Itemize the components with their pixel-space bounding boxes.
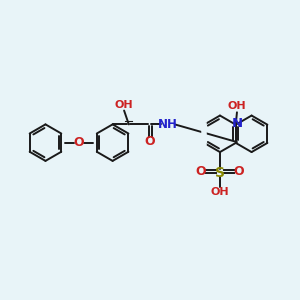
Text: O: O: [144, 135, 155, 148]
Text: OH: OH: [211, 188, 229, 197]
Text: N: N: [232, 117, 243, 130]
Text: O: O: [196, 165, 206, 178]
Text: NH: NH: [158, 118, 178, 131]
Text: S: S: [215, 166, 225, 180]
Text: OH: OH: [228, 101, 247, 111]
Text: OH: OH: [114, 100, 133, 110]
Text: O: O: [74, 136, 84, 149]
Text: O: O: [234, 165, 244, 178]
